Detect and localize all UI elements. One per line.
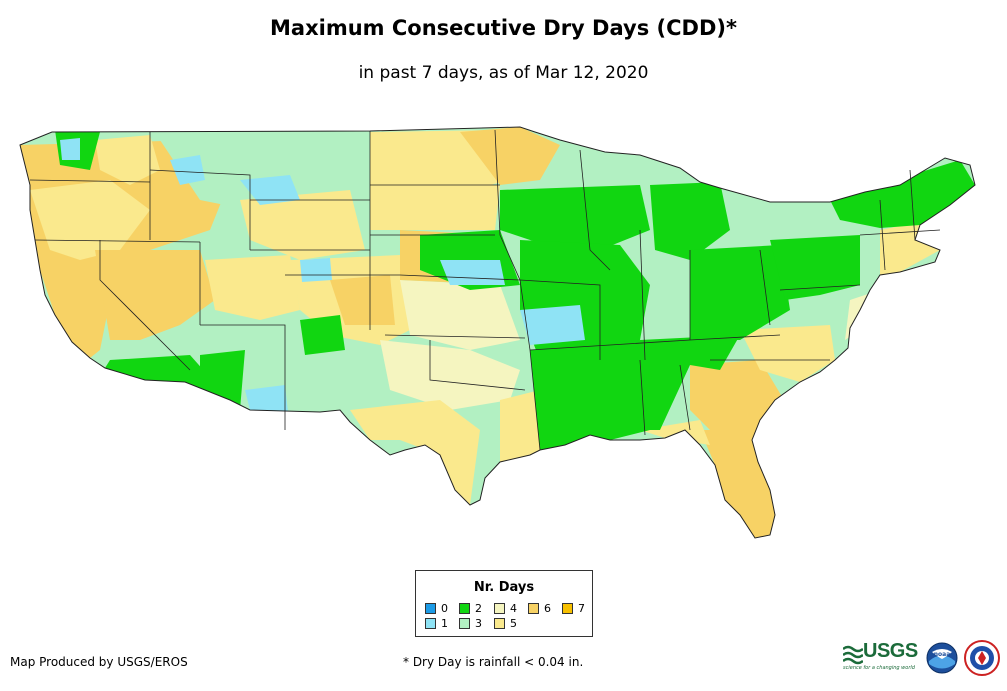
legend-item-0: 0 (425, 603, 448, 615)
legend-title: Nr. Days (473, 580, 535, 595)
legend-swatch-3 (459, 618, 470, 629)
legend-swatch-7 (562, 603, 573, 614)
legend-swatch-5 (494, 618, 505, 629)
legend-item-6: 6 (528, 603, 551, 615)
legend-swatch-4 (494, 603, 505, 614)
usgs-wave-icon (843, 645, 863, 665)
map-subtitle: in past 7 days, as of Mar 12, 2020 (358, 63, 649, 83)
legend-item-1: 1 (425, 618, 448, 630)
legend-swatch-0 (425, 603, 436, 614)
legend-swatch-1 (425, 618, 436, 629)
legend-item-3: 3 (459, 618, 482, 630)
dry-day-footnote: * Dry Day is rainfall < 0.04 in. (403, 655, 584, 669)
map-title: Maximum Consecutive Dry Days (CDD)* (270, 16, 737, 40)
legend-item-4: 4 (494, 603, 517, 615)
legend-swatch-6 (528, 603, 539, 614)
legend-item-2: 2 (459, 603, 482, 615)
legend: Nr. Days 0 1 2 3 4 5 6 7 (415, 570, 593, 637)
cdd-map (19, 126, 976, 539)
nws-logo (964, 640, 1000, 676)
legend-item-5: 5 (494, 618, 517, 630)
usgs-logo: USGS science for a changing world (843, 640, 921, 674)
usgs-wordmark: USGS (863, 640, 918, 662)
map-credit: Map Produced by USGS/EROS (10, 655, 188, 669)
legend-swatch-2 (459, 603, 470, 614)
noaa-logo: noaa (926, 642, 958, 674)
usgs-tagline: science for a changing world (843, 665, 915, 671)
legend-item-7: 7 (562, 603, 585, 615)
noaa-wordmark: noaa (934, 651, 951, 658)
